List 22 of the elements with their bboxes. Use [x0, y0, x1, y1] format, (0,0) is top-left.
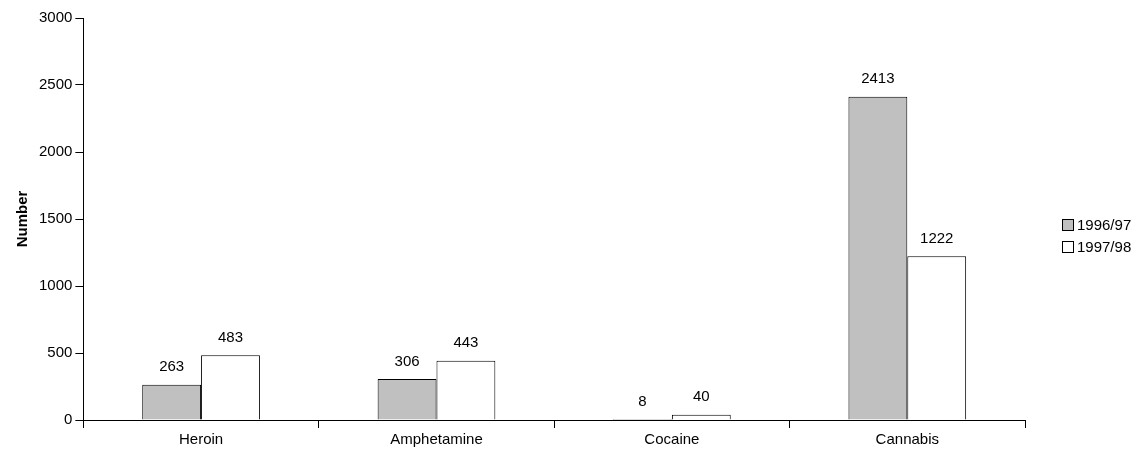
data-label: 483: [217, 327, 244, 345]
data-label: 1222: [920, 228, 954, 246]
data-label: 263: [159, 357, 185, 375]
y-tick-label: 3000: [38, 8, 73, 26]
text: 1997/98: [1077, 238, 1132, 255]
data-label: 8: [638, 391, 647, 409]
data-label: 306: [394, 351, 420, 369]
y-tick-label: 1000: [38, 276, 73, 294]
y-tick-label: 500: [47, 343, 73, 361]
y-tick-label: 2000: [38, 142, 73, 160]
x-tick-label: Cannabis: [875, 430, 939, 448]
y-tick-label: 0: [64, 410, 73, 428]
data-label: 443: [453, 333, 479, 351]
data-label: 2413: [861, 69, 895, 87]
y-axis-title: Number: [13, 190, 31, 248]
data-label: 40: [692, 387, 710, 405]
legend-label: 1996/97: [1077, 216, 1132, 233]
x-tick-label: Amphetamine: [390, 430, 483, 448]
y-tick-label: 1500: [38, 209, 73, 227]
x-tick-label: Cocaine: [644, 430, 700, 448]
y-tick-label: 2500: [38, 75, 73, 93]
x-tick-label: Heroin: [178, 430, 224, 448]
